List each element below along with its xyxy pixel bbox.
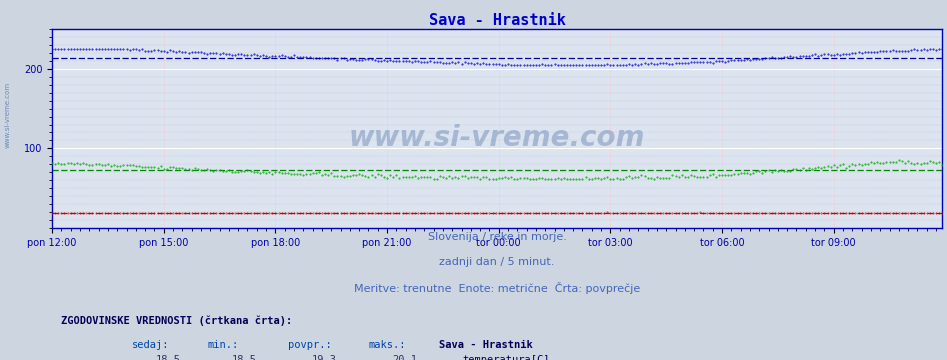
Text: povpr.:: povpr.: bbox=[288, 340, 331, 350]
Title: Sava - Hrastnik: Sava - Hrastnik bbox=[429, 13, 565, 28]
Text: 19,3: 19,3 bbox=[312, 355, 337, 360]
Text: zadnji dan / 5 minut.: zadnji dan / 5 minut. bbox=[439, 257, 555, 267]
Bar bbox=[439, 353, 457, 360]
Text: Meritve: trenutne  Enote: metrične  Črta: povprečje: Meritve: trenutne Enote: metrične Črta: … bbox=[354, 282, 640, 294]
Text: Sava - Hrastnik: Sava - Hrastnik bbox=[439, 340, 533, 350]
Text: Slovenija / reke in morje.: Slovenija / reke in morje. bbox=[428, 232, 566, 242]
Text: 18,5: 18,5 bbox=[156, 355, 181, 360]
Text: ZGODOVINSKE VREDNOSTI (črtkana črta):: ZGODOVINSKE VREDNOSTI (črtkana črta): bbox=[61, 315, 293, 326]
Text: maks.:: maks.: bbox=[368, 340, 405, 350]
Text: www.si-vreme.com: www.si-vreme.com bbox=[348, 125, 646, 153]
Text: 20,1: 20,1 bbox=[392, 355, 417, 360]
Text: min.:: min.: bbox=[207, 340, 239, 350]
Text: sedaj:: sedaj: bbox=[133, 340, 170, 350]
Text: 18,5: 18,5 bbox=[232, 355, 257, 360]
Text: www.si-vreme.com: www.si-vreme.com bbox=[5, 82, 10, 148]
Text: temperatura[C]: temperatura[C] bbox=[462, 355, 550, 360]
